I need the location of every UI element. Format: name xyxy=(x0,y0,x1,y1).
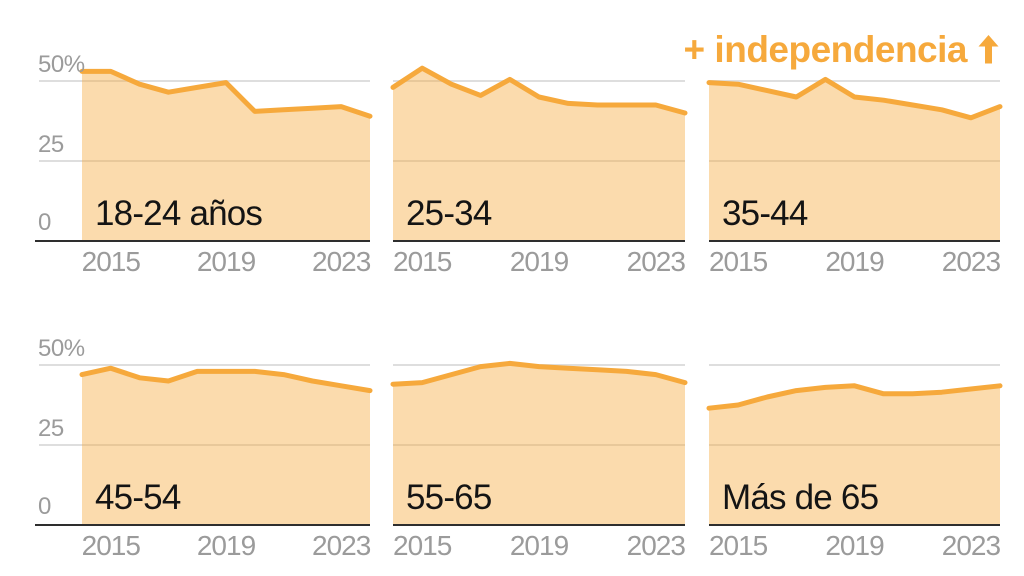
trend-line xyxy=(79,365,373,394)
x-tick-label: 2023 xyxy=(626,530,686,561)
gridline xyxy=(39,364,370,366)
y-axis-label: 0 xyxy=(38,209,51,236)
area-chart-2 xyxy=(390,65,688,241)
area-chart-3 xyxy=(706,76,1003,242)
gridline xyxy=(39,160,370,162)
x-tick-label: 2023 xyxy=(626,246,686,277)
panel-label: 35-44 xyxy=(722,194,808,233)
area-chart-5 xyxy=(390,360,688,525)
panel-label: 25-34 xyxy=(406,194,492,233)
y-axis-label: 0 xyxy=(38,493,51,520)
trend-line xyxy=(390,65,688,116)
x-tick-label: 2015 xyxy=(81,530,141,561)
x-tick-label: 2019 xyxy=(825,246,884,277)
trend-line xyxy=(79,68,373,119)
x-axis-line xyxy=(393,240,685,242)
up-arrow-icon xyxy=(978,35,999,64)
gridline xyxy=(39,80,370,82)
area-fill xyxy=(393,363,685,525)
area-fill xyxy=(709,385,1000,525)
area-chart-4 xyxy=(79,365,373,525)
panel-label: 55-65 xyxy=(406,478,492,517)
x-tick-label: 2019 xyxy=(196,246,256,277)
area-chart-1 xyxy=(79,68,373,242)
trend-line xyxy=(706,76,1003,121)
trend-line xyxy=(390,360,688,387)
gridline xyxy=(393,160,685,162)
panel-label: 45-54 xyxy=(95,478,181,517)
area-fill xyxy=(82,368,370,525)
x-tick-label: 2015 xyxy=(393,530,452,561)
area-fill xyxy=(709,79,1000,242)
gridline xyxy=(393,444,685,446)
gridline xyxy=(709,444,1000,446)
x-tick-label: 2023 xyxy=(312,246,371,277)
x-axis-line xyxy=(35,524,370,526)
gridline xyxy=(709,80,1000,82)
x-tick-label: 2019 xyxy=(825,530,884,561)
x-tick-label: 2019 xyxy=(509,246,569,277)
x-tick-label: 2015 xyxy=(708,246,768,277)
x-tick-label: 2019 xyxy=(196,530,256,561)
x-axis-line xyxy=(709,524,1000,526)
annotation-more-independence: + independencia xyxy=(684,31,1000,68)
y-axis-label: 50% xyxy=(38,51,85,78)
area-fill xyxy=(393,68,685,241)
x-tick-label: 2023 xyxy=(312,530,371,561)
x-tick-label: 2023 xyxy=(941,530,1001,561)
y-axis-label: 25 xyxy=(38,131,64,158)
panel-label: Más de 65 xyxy=(722,478,879,517)
gridline xyxy=(39,444,370,446)
x-tick-label: 2015 xyxy=(708,530,768,561)
x-tick-label: 2023 xyxy=(941,246,1001,277)
x-axis-line xyxy=(35,240,370,242)
x-axis-line xyxy=(393,524,685,526)
area-chart-6 xyxy=(706,383,1003,525)
y-axis-label: 25 xyxy=(38,415,64,442)
y-axis-label: 50% xyxy=(38,335,85,362)
annotation-label: + independencia xyxy=(683,29,968,70)
gridline xyxy=(709,160,1000,162)
gridline xyxy=(709,364,1000,366)
trend-line xyxy=(706,383,1003,411)
gridline xyxy=(393,80,685,82)
x-tick-label: 2015 xyxy=(81,246,141,277)
x-axis-line xyxy=(709,240,1000,242)
x-tick-label: 2019 xyxy=(509,530,569,561)
area-fill xyxy=(82,71,370,242)
x-tick-label: 2015 xyxy=(393,246,452,277)
panel-label: 18-24 años xyxy=(95,194,263,233)
